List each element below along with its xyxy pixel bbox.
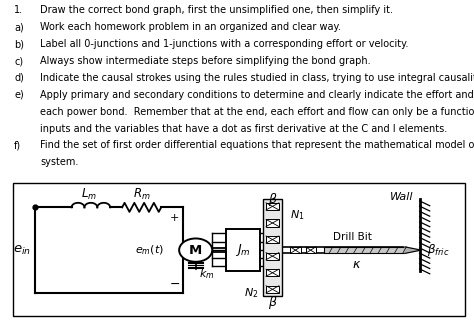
Text: a): a) xyxy=(14,22,24,32)
Text: each power bond.  Remember that at the end, each effort and flow can only be a f: each power bond. Remember that at the en… xyxy=(40,107,474,117)
Text: $\beta$: $\beta$ xyxy=(268,294,277,311)
Text: system.: system. xyxy=(40,157,79,167)
Text: Label all 0-junctions and 1-junctions with a corresponding effort or velocity.: Label all 0-junctions and 1-junctions wi… xyxy=(40,39,409,49)
Text: $R_m$: $R_m$ xyxy=(133,187,151,202)
Text: Always show intermediate steps before simplifying the bond graph.: Always show intermediate steps before si… xyxy=(40,56,371,66)
Text: f): f) xyxy=(14,140,21,150)
Text: $N_2$: $N_2$ xyxy=(244,286,259,300)
Text: e): e) xyxy=(14,90,24,100)
Bar xyxy=(263,199,282,296)
Text: $L_m$: $L_m$ xyxy=(81,187,97,202)
Text: $N_1$: $N_1$ xyxy=(290,209,304,222)
Text: $-$: $-$ xyxy=(169,277,180,290)
Text: 1.: 1. xyxy=(14,6,23,16)
Bar xyxy=(266,269,279,276)
Text: Indicate the causal strokes using the rules studied in class, trying to use inte: Indicate the causal strokes using the ru… xyxy=(40,73,474,83)
Text: b): b) xyxy=(14,39,24,49)
Text: M: M xyxy=(189,244,202,257)
Text: c): c) xyxy=(14,56,23,66)
Text: $\kappa$: $\kappa$ xyxy=(352,258,361,271)
Bar xyxy=(306,247,316,253)
Text: $e_m(t)$: $e_m(t)$ xyxy=(135,243,164,257)
Text: $k_m$: $k_m$ xyxy=(199,267,214,281)
Text: Apply primary and secondary conditions to determine and clearly indicate the eff: Apply primary and secondary conditions t… xyxy=(40,90,474,100)
Bar xyxy=(324,247,405,253)
Bar xyxy=(266,219,279,226)
Bar xyxy=(227,229,260,271)
Text: d): d) xyxy=(14,73,24,83)
Text: $e_{in}$: $e_{in}$ xyxy=(13,244,31,257)
Bar xyxy=(266,203,279,210)
Text: Find the set of first order differential equations that represent the mathematic: Find the set of first order differential… xyxy=(40,140,474,150)
Circle shape xyxy=(179,238,212,262)
Bar xyxy=(266,286,279,293)
Text: Work each homework problem in an organized and clear way.: Work each homework problem in an organiz… xyxy=(40,22,341,32)
Bar xyxy=(266,253,279,260)
Text: $\beta_{fric}$: $\beta_{fric}$ xyxy=(427,242,449,258)
Text: $\beta$: $\beta$ xyxy=(268,191,277,208)
Text: Wall: Wall xyxy=(390,192,413,202)
Bar xyxy=(291,247,301,253)
Text: $+$: $+$ xyxy=(169,212,179,223)
Text: inputs and the variables that have a dot as first derivative at the C and I elem: inputs and the variables that have a dot… xyxy=(40,123,447,133)
Text: $J_m$: $J_m$ xyxy=(235,242,251,258)
Polygon shape xyxy=(405,247,421,253)
Bar xyxy=(266,236,279,243)
Text: Draw the correct bond graph, first the unsimplified one, then simplify it.: Draw the correct bond graph, first the u… xyxy=(40,6,393,16)
Text: Drill Bit: Drill Bit xyxy=(333,232,372,242)
